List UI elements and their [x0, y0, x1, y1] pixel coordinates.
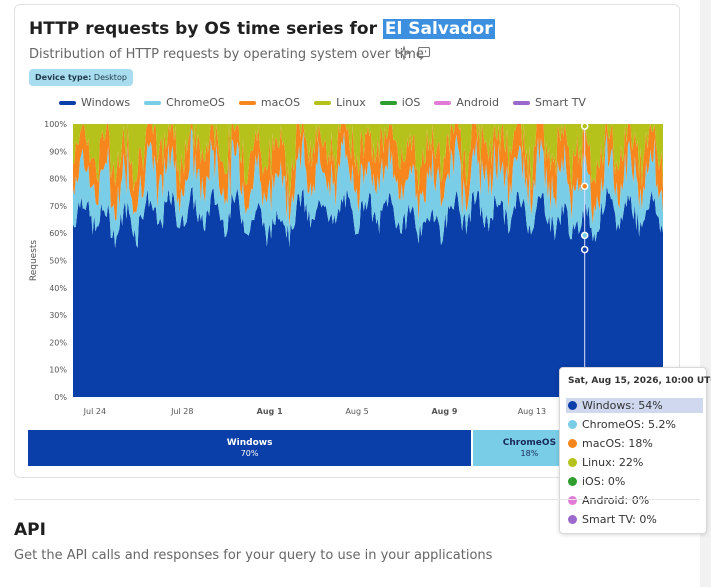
legend-swatch [512, 100, 530, 105]
area-macos [73, 124, 663, 227]
legend-item-smart-tv[interactable]: Smart TV [512, 96, 586, 109]
section-divider [14, 499, 700, 500]
legend-swatch [238, 100, 256, 105]
y-tick-label: 90% [49, 147, 67, 156]
legend-swatch [59, 100, 76, 105]
title-prefix: HTTP requests by OS time series for [29, 19, 377, 39]
tooltip-dot [568, 439, 577, 448]
y-tick-label: 80% [49, 175, 67, 184]
tooltip-value: macOS: 18% [582, 437, 653, 450]
chart-subtitle: Distribution of HTTP requests by operati… [29, 47, 424, 62]
hover-point-chromeos [580, 231, 589, 240]
legend-item-chromeos[interactable]: ChromeOS [144, 96, 225, 109]
y-tick-label: 100% [44, 120, 67, 129]
subtitle-actions [397, 46, 431, 60]
tooltip-value: Windows: 54% [582, 399, 663, 412]
area-chromeos [73, 128, 663, 248]
tooltip-row-linux: Linux: 22% [566, 455, 703, 470]
legend-swatch [314, 100, 332, 105]
y-tick-label: 60% [49, 229, 67, 238]
sparkle-icon[interactable] [397, 46, 411, 60]
tooltip-value: Linux: 22% [582, 456, 644, 469]
legend-item-android[interactable]: Android [434, 96, 499, 109]
legend-label: Android [456, 96, 499, 109]
y-tick-label: 30% [49, 311, 67, 320]
y-axis-label: Requests [29, 240, 39, 282]
tooltip-value: iOS: 0% [582, 475, 626, 488]
legend-item-ios[interactable]: iOS [379, 96, 421, 109]
tooltip-row-windows: Windows: 54% [566, 398, 703, 413]
api-heading: API [14, 520, 46, 540]
hover-tooltip: Sat, Aug 15, 2026, 10:00 UTC Windows: 54… [559, 367, 711, 534]
tooltip-value: ChromeOS: 5.2% [582, 418, 676, 431]
legend-item-macos[interactable]: macOS [238, 96, 301, 109]
tooltip-dot [568, 401, 577, 410]
tooltip-dot [568, 477, 577, 486]
legend-swatch [144, 100, 162, 105]
api-description: Get the API calls and responses for your… [14, 548, 493, 563]
legend-label: Smart TV [534, 96, 586, 109]
feedback-icon[interactable] [417, 46, 431, 60]
legend-label: ChromeOS [166, 96, 225, 109]
legend-label: Windows [81, 96, 131, 109]
x-tick-label: Aug 9 [431, 407, 457, 416]
chart-title: HTTP requests by OS time series for El S… [29, 19, 495, 39]
tooltip-row-ios: iOS: 0% [566, 474, 703, 489]
tooltip-row-android: Android: 0% [566, 493, 703, 508]
legend-label: Linux [336, 96, 366, 109]
filter-label: Device type: [35, 73, 92, 82]
tooltip-row-smart-tv: Smart TV: 0% [566, 512, 703, 527]
hover-point-linux [580, 122, 589, 130]
summary-bar: Windows 70% ChromeOS 18% [28, 430, 664, 466]
area-linux [73, 124, 663, 199]
legend-label: iOS [401, 96, 421, 109]
legend-label: macOS [260, 96, 301, 109]
y-tick-label: 10% [49, 366, 67, 375]
legend-swatch [434, 100, 452, 105]
legend-swatch [379, 100, 397, 105]
tooltip-value: Smart TV: 0% [582, 513, 657, 526]
tooltip-row-macos: macOS: 18% [566, 436, 703, 451]
area-windows [73, 185, 663, 397]
tooltip-dot [568, 496, 577, 505]
y-tick-label: 50% [49, 257, 67, 266]
legend-item-linux[interactable]: Linux [314, 96, 366, 109]
legend-item-windows[interactable]: Windows [59, 96, 130, 109]
x-tick-label: Aug 1 [257, 407, 283, 416]
summary-name: Windows [226, 438, 273, 448]
chart-legend: Windows ChromeOS macOS Linux iOS Android Smart… [59, 96, 586, 109]
hover-point-macos [580, 182, 589, 190]
hover-point-windows [580, 245, 589, 254]
tooltip-dot [568, 515, 577, 524]
y-tick-label: 0% [54, 393, 67, 402]
x-tick-label: Jul 24 [83, 407, 106, 416]
summary-percent: 70% [240, 449, 259, 458]
x-tick-label: Aug 5 [345, 407, 368, 416]
filter-value: Desktop [93, 73, 127, 82]
tooltip-dot [568, 458, 577, 467]
tooltip-dot [568, 420, 577, 429]
y-tick-label: 40% [49, 284, 67, 293]
y-tick-label: 20% [49, 338, 67, 347]
tooltip-row-chromeos: ChromeOS: 5.2% [566, 417, 703, 432]
page-scrollbar[interactable] [700, 0, 711, 587]
x-tick-label: Jul 28 [170, 407, 193, 416]
tooltip-value: Android: 0% [582, 494, 650, 507]
tooltip-title: Sat, Aug 15, 2026, 10:00 UTC [568, 376, 711, 386]
summary-name: ChromeOS [502, 438, 557, 448]
device-type-filter[interactable]: Device type: Desktop [29, 69, 133, 86]
summary-segment-windows[interactable]: Windows 70% [28, 430, 474, 466]
x-tick-label: Aug 13 [518, 407, 546, 416]
title-location: El Salvador [382, 19, 495, 39]
summary-percent: 18% [520, 449, 539, 458]
y-tick-label: 70% [49, 202, 67, 211]
